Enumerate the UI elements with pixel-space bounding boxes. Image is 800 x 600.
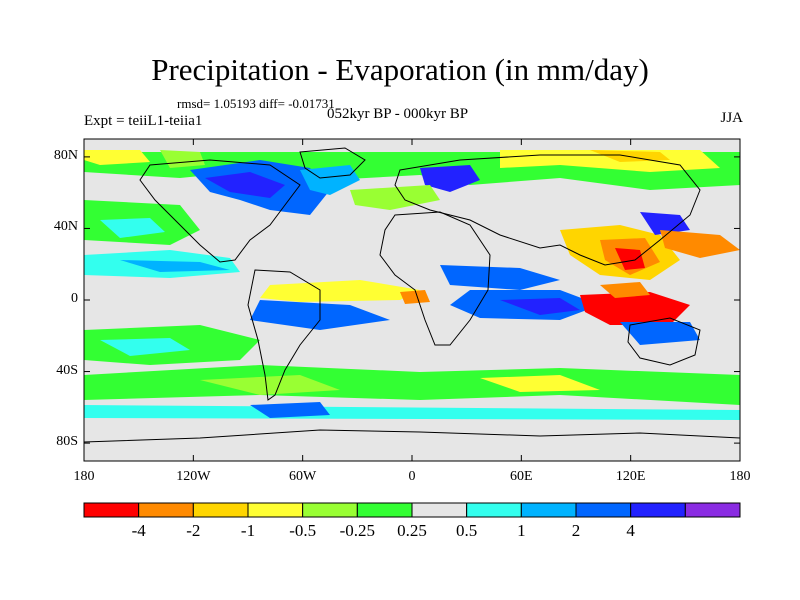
lat-tick-label: 0 bbox=[71, 291, 78, 306]
north-america-outline bbox=[139, 159, 301, 263]
indian-ocean-darkblue bbox=[500, 298, 580, 315]
colorbar-swatch bbox=[138, 502, 194, 518]
eurasia-outline bbox=[394, 154, 701, 266]
colorbar-swatch bbox=[302, 502, 358, 518]
siberia-orange-patch bbox=[590, 150, 670, 162]
colorbar-label: -0.5 bbox=[289, 521, 317, 540]
north-america-darkblue-region bbox=[205, 172, 285, 198]
colorbar-swatch bbox=[192, 502, 249, 518]
southern-ocean-lightgreen bbox=[200, 375, 340, 395]
antarctic-blue-patch bbox=[250, 402, 330, 418]
colorbar-swatch bbox=[466, 502, 522, 518]
arabian-sea-blue-band bbox=[440, 265, 560, 290]
east-asia-red bbox=[615, 248, 645, 270]
south-pacific-cyan-region bbox=[100, 338, 190, 356]
north-atlantic-green-band bbox=[350, 185, 440, 210]
colorbar-label: -1 bbox=[240, 521, 256, 540]
scandinavia-darkblue-region bbox=[420, 165, 480, 192]
antarctic-cyan-band bbox=[84, 405, 740, 420]
colorbar-swatch bbox=[520, 502, 577, 518]
lon-tick-label: 120W bbox=[176, 469, 211, 484]
colorbar-label: -2 bbox=[186, 521, 201, 540]
maritime-continent-orange bbox=[600, 282, 650, 298]
experiment-label: Expt = teiiL1-teiia1 bbox=[84, 113, 203, 129]
africa-outline bbox=[379, 211, 491, 346]
lat-tick-label: 80N bbox=[53, 147, 78, 163]
lon-tick-label: 60E bbox=[510, 469, 533, 484]
greenland-outline bbox=[299, 147, 366, 179]
equatorial-atlantic-yellow bbox=[260, 280, 420, 302]
alaska-yellow-patch bbox=[84, 150, 150, 165]
lon-tick-label: 0 bbox=[408, 469, 416, 484]
colorbar bbox=[83, 502, 741, 518]
north-pacific-cyan-region bbox=[100, 218, 165, 238]
south-america-outline bbox=[247, 269, 321, 401]
lon-tick-label: 180 bbox=[73, 469, 95, 484]
maritime-continent-red bbox=[580, 292, 690, 325]
period-label: 052kyr BP - 000kyr BP bbox=[327, 106, 469, 122]
axis-tickmarks bbox=[83, 139, 741, 461]
gulf-guinea-orange bbox=[400, 290, 430, 304]
tropical-pacific-blue-band bbox=[120, 260, 230, 272]
colorbar-swatch bbox=[247, 502, 304, 518]
lat-tick-label: 80S bbox=[56, 434, 78, 450]
map-plot-area bbox=[84, 139, 740, 461]
colorbar-swatch bbox=[630, 502, 686, 518]
southern-indian-yellow bbox=[480, 375, 600, 392]
colorbar-swatch bbox=[684, 502, 741, 518]
colorbar-label: 4 bbox=[626, 521, 635, 540]
rmsd-diff-stats: rmsd= 1.05193 diff= -0.01731 bbox=[177, 96, 335, 111]
greenland-lightblue-region bbox=[300, 165, 360, 195]
colorbar-label: -4 bbox=[131, 521, 146, 540]
southern-ocean-green-band bbox=[84, 365, 740, 405]
lat-tick-label: 40S bbox=[56, 362, 78, 378]
colorbar-label: 0.5 bbox=[456, 521, 478, 540]
colorbar-label: 1 bbox=[517, 521, 526, 540]
colorbar-label: 0.25 bbox=[397, 521, 427, 540]
colorbar-label: 2 bbox=[571, 521, 581, 540]
lon-tick-label: 120E bbox=[615, 469, 646, 484]
antarctica-outline bbox=[84, 429, 740, 443]
colorbar-swatch bbox=[411, 502, 468, 518]
season-label: JJA bbox=[720, 110, 743, 126]
australia-north-blue bbox=[620, 322, 700, 345]
west-pacific-orange bbox=[660, 230, 740, 258]
colorbar-label: -0.25 bbox=[339, 521, 376, 540]
australia-outline bbox=[627, 317, 701, 366]
lon-tick-label: 180 bbox=[729, 469, 751, 484]
colorbar-swatch bbox=[83, 502, 140, 518]
colorbar-swatch bbox=[356, 502, 413, 518]
lon-tick-label: 60W bbox=[289, 469, 317, 484]
map-title: Precipitation - Evaporation (in mm/day) bbox=[151, 52, 649, 87]
colorbar-swatch bbox=[575, 502, 632, 518]
japan-darkblue bbox=[640, 212, 690, 235]
coastlines bbox=[84, 147, 740, 443]
lat-tick-label: 40N bbox=[53, 219, 78, 235]
